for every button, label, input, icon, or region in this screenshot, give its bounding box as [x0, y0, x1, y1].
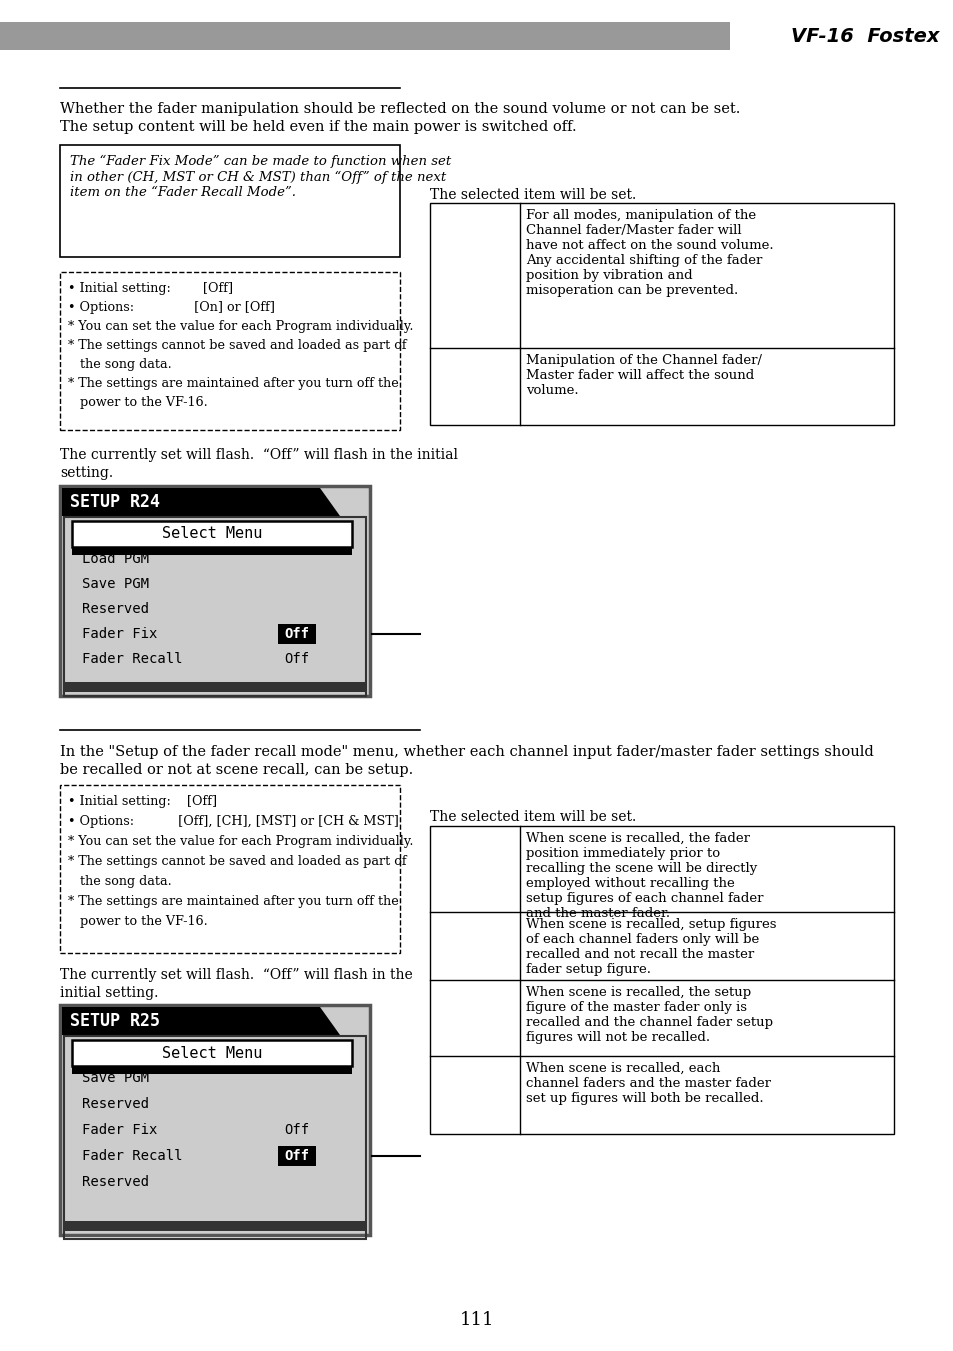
Text: Off: Off	[284, 627, 309, 640]
Polygon shape	[62, 1006, 339, 1035]
Text: • Options:           [Off], [CH], [MST] or [CH & MST]: • Options: [Off], [CH], [MST] or [CH & M…	[68, 815, 398, 828]
Text: setting.: setting.	[60, 466, 113, 480]
Text: Whether the fader manipulation should be reflected on the sound volume or not ca: Whether the fader manipulation should be…	[60, 101, 740, 116]
Text: Fader Recall: Fader Recall	[82, 653, 182, 666]
Bar	[60, 272, 399, 430]
Text: Off: Off	[284, 1148, 309, 1163]
Bar	[64, 517, 366, 696]
Text: • Options:               [On] or [Off]: • Options: [On] or [Off]	[68, 301, 274, 313]
Text: When scene is recalled, the fader
position immediately prior to
recalling the sc: When scene is recalled, the fader positi…	[525, 832, 762, 920]
Text: The currently set will flash.  “Off” will flash in the initial: The currently set will flash. “Off” will…	[60, 449, 457, 462]
Text: Fader Fix: Fader Fix	[82, 627, 157, 640]
Text: When scene is recalled, the setup
figure of the master fader only is
recalled an: When scene is recalled, the setup figure…	[525, 986, 772, 1044]
Text: Select Menu: Select Menu	[162, 527, 262, 542]
Text: Off: Off	[284, 1123, 309, 1138]
Text: * The settings cannot be saved and loaded as part of: * The settings cannot be saved and loade…	[68, 339, 406, 353]
Text: When scene is recalled, setup figures
of each channel faders only will be
recall: When scene is recalled, setup figures of…	[525, 917, 776, 975]
Text: Manipulation of the Channel fader/
Master fader will affect the sound
volume.: Manipulation of the Channel fader/ Maste…	[525, 354, 761, 397]
Text: Fader Recall: Fader Recall	[82, 1148, 182, 1163]
Text: power to the VF-16.: power to the VF-16.	[68, 915, 208, 928]
Bar	[0, 22, 729, 50]
Bar	[64, 1036, 366, 1239]
Text: Fader Fix: Fader Fix	[82, 1123, 157, 1138]
Text: The setup content will be held even if the main power is switched off.: The setup content will be held even if t…	[60, 120, 576, 134]
Text: * The settings cannot be saved and loaded as part of: * The settings cannot be saved and loade…	[68, 855, 406, 867]
Text: * You can set the value for each Program individually.: * You can set the value for each Program…	[68, 320, 413, 332]
Bar	[60, 145, 399, 257]
Text: VF-16  Fostex: VF-16 Fostex	[791, 27, 939, 46]
Bar	[60, 486, 370, 696]
Text: • Initial setting:        [Off]: • Initial setting: [Off]	[68, 282, 233, 295]
Text: In the "Setup of the fader recall mode" menu, whether each channel input fader/m: In the "Setup of the fader recall mode" …	[60, 744, 873, 759]
Bar	[64, 682, 366, 692]
Text: Load PGM: Load PGM	[82, 553, 149, 566]
Bar	[71, 1066, 352, 1074]
Bar	[71, 521, 352, 547]
Text: the song data.: the song data.	[68, 358, 172, 372]
Text: Reserved: Reserved	[82, 603, 149, 616]
Bar	[60, 785, 399, 952]
Text: When scene is recalled, each
channel faders and the master fader
set up figures : When scene is recalled, each channel fad…	[525, 1062, 770, 1105]
Text: Select Menu: Select Menu	[162, 1046, 262, 1061]
Text: * You can set the value for each Program individually.: * You can set the value for each Program…	[68, 835, 413, 848]
Text: The selected item will be set.: The selected item will be set.	[430, 811, 636, 824]
Text: Off: Off	[284, 653, 309, 666]
Bar	[60, 1005, 370, 1235]
Text: Reserved: Reserved	[82, 1175, 149, 1189]
Text: * The settings are maintained after you turn off the: * The settings are maintained after you …	[68, 377, 398, 390]
Text: Reserved: Reserved	[82, 1097, 149, 1111]
Text: For all modes, manipulation of the
Channel fader/Master fader will
have not affe: For all modes, manipulation of the Chann…	[525, 209, 773, 297]
Polygon shape	[62, 488, 339, 516]
Text: the song data.: the song data.	[68, 875, 172, 888]
Text: Save PGM: Save PGM	[82, 577, 149, 590]
Bar	[277, 624, 315, 644]
Bar	[71, 1040, 352, 1066]
Text: power to the VF-16.: power to the VF-16.	[68, 396, 208, 409]
Text: be recalled or not at scene recall, can be setup.: be recalled or not at scene recall, can …	[60, 763, 413, 777]
Bar	[277, 1146, 315, 1166]
Bar	[430, 203, 893, 426]
Text: initial setting.: initial setting.	[60, 986, 158, 1000]
Text: The “Fader Fix Mode” can be made to function when set
in other (CH, MST or CH & : The “Fader Fix Mode” can be made to func…	[70, 155, 451, 199]
Text: SETUP R24: SETUP R24	[70, 493, 160, 511]
Text: SETUP R25: SETUP R25	[70, 1012, 160, 1029]
Bar	[64, 1221, 366, 1231]
Text: • Initial setting:    [Off]: • Initial setting: [Off]	[68, 794, 217, 808]
Text: The currently set will flash.  “Off” will flash in the: The currently set will flash. “Off” will…	[60, 969, 413, 982]
Text: 111: 111	[459, 1310, 494, 1329]
Text: Save PGM: Save PGM	[82, 1071, 149, 1085]
Text: The selected item will be set.: The selected item will be set.	[430, 188, 636, 203]
Bar	[71, 547, 352, 555]
Text: * The settings are maintained after you turn off the: * The settings are maintained after you …	[68, 894, 398, 908]
Bar	[430, 825, 893, 1133]
